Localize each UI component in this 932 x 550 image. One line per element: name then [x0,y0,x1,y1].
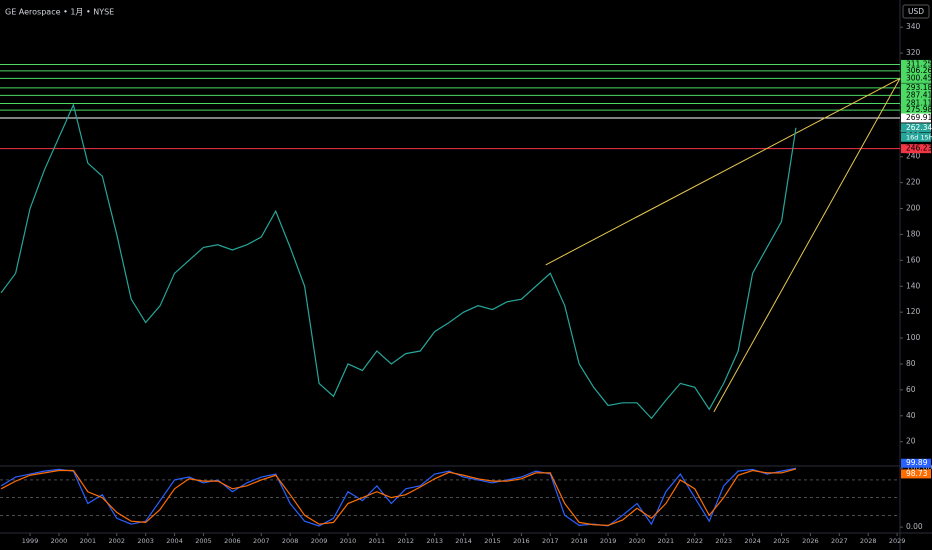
x-tick-label: 2025 [773,537,790,545]
x-tick-label: 2016 [513,537,530,545]
level-label: 281.11 [906,98,932,107]
x-tick-label: 2005 [195,537,212,545]
x-tick-label: 2003 [137,537,154,545]
y-tick-label: 40 [906,411,916,420]
y-tick-label: 120 [906,307,921,316]
x-tick-label: 2020 [629,537,646,545]
level-label: 287.41 [906,90,932,99]
x-tick-label: 2029 [889,537,906,545]
level-label-box [901,73,931,83]
last-value-box [901,458,931,468]
x-tick-label: 2027 [831,537,848,545]
x-tick-label: 2002 [108,537,125,545]
countdown: 16d 15h [906,133,932,141]
level-label-box [901,113,931,123]
x-tick-label: 2000 [51,537,68,545]
y-tick-label: 80 [906,359,916,368]
x-tick-label: 2022 [687,537,704,545]
y-tick-label: 200 [906,204,921,213]
y-tick-label: 340 [906,22,921,31]
x-tick-label: 2026 [802,537,819,545]
y-tick-label: 0.00 [906,522,923,531]
x-tick-label: 2001 [80,537,97,545]
y-tick-label: 20 [906,437,916,446]
last-value-box [901,123,931,133]
y-tick-label: 100 [906,333,921,342]
level-label: 306.26 [906,66,932,75]
x-tick-label: 2009 [311,537,328,545]
level-label: 275.98 [906,105,932,114]
level-label-box [901,144,931,154]
x-tick-label: 2018 [571,537,588,545]
x-tick-label: 2014 [455,537,472,545]
level-label: 300.45 [906,73,932,82]
series-line [0,468,797,526]
y-tick-label: 140 [906,281,921,290]
trend-line [713,78,901,413]
x-tick-label: 2010 [340,537,357,545]
level-label-box [901,59,931,69]
x-tick-label: 2011 [369,537,386,545]
x-tick-label: 2004 [166,537,183,545]
level-label-box [901,105,931,115]
level-label-box [901,98,931,108]
last-value-label: 262.34 [906,123,932,132]
x-tick-label: 2008 [282,537,299,545]
level-label: 311.25 [906,59,932,68]
x-tick-label: 2015 [484,537,501,545]
y-tick-label: 60 [906,385,916,394]
currency-box[interactable] [902,4,930,19]
x-tick-label: 1999 [22,537,39,545]
x-tick-label: 2028 [860,537,877,545]
level-label: 246.23 [906,144,932,153]
x-tick-label: 2013 [426,537,443,545]
y-tick-label: 320 [906,48,921,57]
countdown-box [901,132,931,142]
x-tick-label: 2006 [224,537,241,545]
level-label: 293.18 [906,83,932,92]
y-tick-label: 220 [906,178,921,187]
series-line [0,103,797,420]
y-tick-label: 180 [906,229,921,238]
trend-line [545,77,901,266]
level-label-box [901,90,931,100]
x-tick-label: 2017 [542,537,559,545]
level-label-box [901,66,931,76]
last-value-box [901,469,931,479]
x-tick-label: 2019 [600,537,617,545]
last-value-label: 98.73 [906,469,928,478]
x-tick-label: 2021 [658,537,675,545]
x-tick-label: 2024 [744,537,761,545]
last-value-label: 99.89 [906,458,928,467]
currency[interactable]: USD [908,7,924,16]
y-tick-label: 160 [906,255,921,264]
y-tick-label: 240 [906,152,921,161]
level-label-box [901,83,931,93]
x-tick-label: 2023 [715,537,732,545]
level-label: 269.91 [906,113,932,122]
x-tick-label: 2012 [398,537,415,545]
x-tick-label: 2007 [253,537,270,545]
chart-title: GE Aerospace • 1月 • NYSE [5,8,114,17]
